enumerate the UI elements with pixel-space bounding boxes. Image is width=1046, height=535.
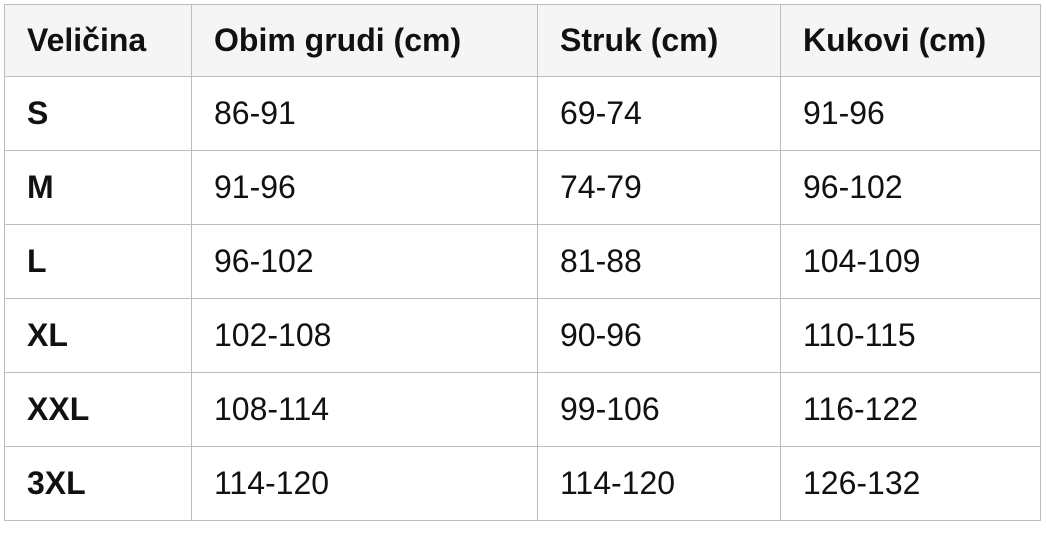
measure-cell: 90-96 [537, 298, 781, 373]
measure-cell: 91-96 [780, 76, 1041, 151]
measure-cell: 99-106 [537, 372, 781, 447]
header-row: Veličina Obim grudi (cm) Struk (cm) Kukovi … [4, 4, 1041, 77]
measure-cell: 81-88 [537, 224, 781, 299]
measure-cell: 116-122 [780, 372, 1041, 447]
measure-cell: 69-74 [537, 76, 781, 151]
table-row: XXL 108-114 99-106 116-122 [4, 372, 1041, 447]
header-cell: Obim grudi (cm) [191, 4, 538, 77]
size-table: Veličina Obim grudi (cm) Struk (cm) Kukovi … [4, 4, 1041, 521]
measure-cell: 91-96 [191, 150, 538, 225]
size-cell: 3XL [4, 446, 192, 521]
size-cell: M [4, 150, 192, 225]
measure-cell: 114-120 [191, 446, 538, 521]
measure-cell: 110-115 [780, 298, 1041, 373]
header-cell: Veličina [4, 4, 192, 77]
size-cell: L [4, 224, 192, 299]
measure-cell: 126-132 [780, 446, 1041, 521]
size-cell: XL [4, 298, 192, 373]
size-cell: S [4, 76, 192, 151]
table-body: S 86-91 69-74 91-96 M 91-96 74-79 96-102 L 96-102… [4, 76, 1041, 521]
measure-cell: 104-109 [780, 224, 1041, 299]
measure-cell: 108-114 [191, 372, 538, 447]
table-row: M 91-96 74-79 96-102 [4, 150, 1041, 225]
measure-cell: 96-102 [780, 150, 1041, 225]
measure-cell: 102-108 [191, 298, 538, 373]
measure-cell: 114-120 [537, 446, 781, 521]
table-row: XL 102-108 90-96 110-115 [4, 298, 1041, 373]
table-header: Veličina Obim grudi (cm) Struk (cm) Kukovi … [4, 4, 1041, 77]
measure-cell: 86-91 [191, 76, 538, 151]
measure-cell: 74-79 [537, 150, 781, 225]
header-cell: Struk (cm) [537, 4, 781, 77]
table-row: 3XL 114-120 114-120 126-132 [4, 446, 1041, 521]
table-row: S 86-91 69-74 91-96 [4, 76, 1041, 151]
measure-cell: 96-102 [191, 224, 538, 299]
table-row: L 96-102 81-88 104-109 [4, 224, 1041, 299]
size-cell: XXL [4, 372, 192, 447]
header-cell: Kukovi (cm) [780, 4, 1041, 77]
